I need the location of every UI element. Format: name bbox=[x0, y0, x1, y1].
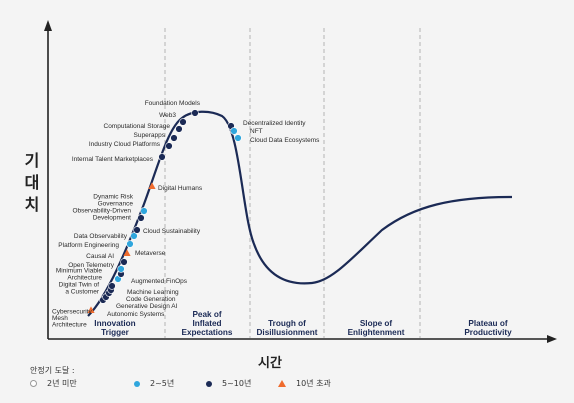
label-superapps: Superapps bbox=[134, 132, 166, 139]
marker-industry-cloud-platforms bbox=[165, 142, 173, 150]
navy-circle-icon bbox=[206, 380, 212, 387]
label-internal-talent-marketplaces: Internal Talent Marketplaces bbox=[72, 156, 154, 163]
phase-label-line: Inflated bbox=[192, 319, 221, 328]
phase-label-line: Trough of bbox=[268, 319, 306, 328]
label-machine-learning-code-generation: Machine Learning bbox=[127, 289, 179, 296]
marker-digital-humans bbox=[148, 182, 156, 189]
marker-causal-ai bbox=[120, 258, 128, 266]
label-industry-cloud-platforms: Industry Cloud Platforms bbox=[89, 141, 161, 148]
label-autonomic-systems: Autonomic Systems bbox=[107, 311, 165, 318]
label-cybersecurity-mesh-architecture: Mesh bbox=[52, 315, 68, 322]
label-metaverse: Metaverse bbox=[135, 250, 166, 257]
label-observability-driven-development: Observability-Driven bbox=[72, 207, 131, 214]
legend-item-2-5-years: 2~5년 bbox=[134, 378, 174, 389]
legend-item-label: 5~10년 bbox=[222, 379, 252, 388]
label-dynamic-risk-governance: Governance bbox=[98, 201, 134, 208]
legend-item-label: 10년 초과 bbox=[296, 379, 331, 388]
label-digital-twin-of-a-customer: a Customer bbox=[65, 289, 99, 296]
label-decentralized-identity: Decentralized Identity bbox=[243, 120, 306, 127]
marker-dynamic-risk-governance bbox=[140, 207, 148, 215]
marker-superapps bbox=[170, 134, 178, 142]
label-code-generation: Code Generation bbox=[126, 296, 176, 303]
marker-internal-talent-marketplaces bbox=[158, 153, 166, 161]
phase-dividers bbox=[164, 28, 421, 338]
marker-foundation-models bbox=[191, 109, 199, 117]
marker-nft bbox=[230, 127, 238, 135]
y-axis-arrow bbox=[44, 20, 52, 31]
label-observability-driven-development: Development bbox=[93, 215, 131, 222]
legend-item-under-2-years: 2년 미만 bbox=[30, 378, 77, 389]
y-axis-label-char: 치 bbox=[24, 195, 40, 214]
label-generative-design-ai: Generative Design AI bbox=[116, 303, 178, 310]
label-cybersecurity-mesh-architecture: Cybersecurity bbox=[52, 309, 92, 316]
phase-label-line: Peak of bbox=[192, 310, 221, 319]
y-axis-label: 기 대 치 bbox=[22, 150, 42, 216]
legend-title: 안정기 도달 : bbox=[30, 366, 75, 375]
label-cybersecurity-mesh-architecture: Architecture bbox=[52, 322, 87, 329]
label-digital-humans: Digital Humans bbox=[158, 185, 203, 192]
open-circle-icon bbox=[30, 380, 37, 387]
phase-label-line: Disillusionment bbox=[257, 328, 318, 337]
technology-markers bbox=[87, 109, 242, 313]
phase-label-line: Plateau of bbox=[468, 319, 507, 328]
label-cloud-data-ecosystems: Cloud Data Ecosystems bbox=[250, 137, 320, 144]
label-causal-ai: Causal AI bbox=[86, 253, 114, 260]
legend-item-label: 2년 미만 bbox=[47, 379, 77, 388]
phase-label-line: Enlightenment bbox=[348, 328, 405, 337]
phase-label-line: Expectations bbox=[182, 328, 233, 337]
marker-cloud-data-ecosystems bbox=[234, 134, 242, 142]
label-minimum-viable-architecture: Architecture bbox=[67, 275, 102, 282]
legend-item-over-10-years: 10년 초과 bbox=[278, 378, 331, 389]
label-foundation-models: Foundation Models bbox=[145, 100, 201, 107]
marker-open-telemetry bbox=[117, 265, 125, 273]
label-minimum-viable-architecture: Minimum Viable bbox=[56, 267, 103, 274]
marker-cybersecurity-mesh-architecture bbox=[87, 306, 95, 313]
marker-web3 bbox=[179, 118, 187, 126]
label-open-telemetry: Open Telemetry bbox=[68, 262, 115, 269]
phase-label-line: Slope of bbox=[360, 319, 393, 328]
label-data-observability: Data Observability bbox=[74, 233, 128, 240]
orange-triangle-icon bbox=[278, 380, 286, 387]
marker-computational-storage bbox=[175, 125, 183, 133]
label-platform-engineering: Platform Engineering bbox=[58, 242, 119, 249]
marker-platform-engineering bbox=[126, 240, 134, 248]
axes bbox=[44, 20, 557, 343]
y-axis-label-char: 기 bbox=[24, 151, 40, 170]
light-blue-circle-icon bbox=[134, 380, 140, 387]
phase-label-line: Productivity bbox=[464, 328, 512, 337]
legend-item-label: 2~5년 bbox=[150, 379, 175, 388]
marker-observability-driven-development bbox=[137, 214, 145, 222]
label-computational-storage: Computational Storage bbox=[104, 123, 171, 130]
label-digital-twin-of-a-customer: Digital Twin of bbox=[59, 281, 100, 288]
x-axis-arrow bbox=[547, 335, 557, 343]
legend-item-5-10-years: 5~10년 bbox=[206, 378, 251, 389]
x-axis-label: 시간 bbox=[258, 356, 282, 371]
phase-label-line: Trigger bbox=[101, 328, 130, 337]
label-nft: NFT bbox=[250, 128, 263, 135]
hype-curve bbox=[87, 110, 513, 317]
marker-digital-twin-of-a-customer bbox=[108, 282, 116, 290]
phase-label-line: Innovation bbox=[94, 319, 135, 328]
label-augmented-finops: Augmented FinOps bbox=[131, 278, 188, 285]
marker-cloud-sustainability bbox=[133, 226, 141, 234]
marker-metaverse bbox=[123, 249, 131, 256]
label-web3: Web3 bbox=[159, 112, 176, 119]
marker-data-observability bbox=[130, 232, 138, 240]
label-cloud-sustainability: Cloud Sustainability bbox=[143, 228, 201, 235]
label-dynamic-risk-governance: Dynamic Risk bbox=[93, 193, 133, 200]
y-axis-label-char: 대 bbox=[24, 173, 40, 192]
